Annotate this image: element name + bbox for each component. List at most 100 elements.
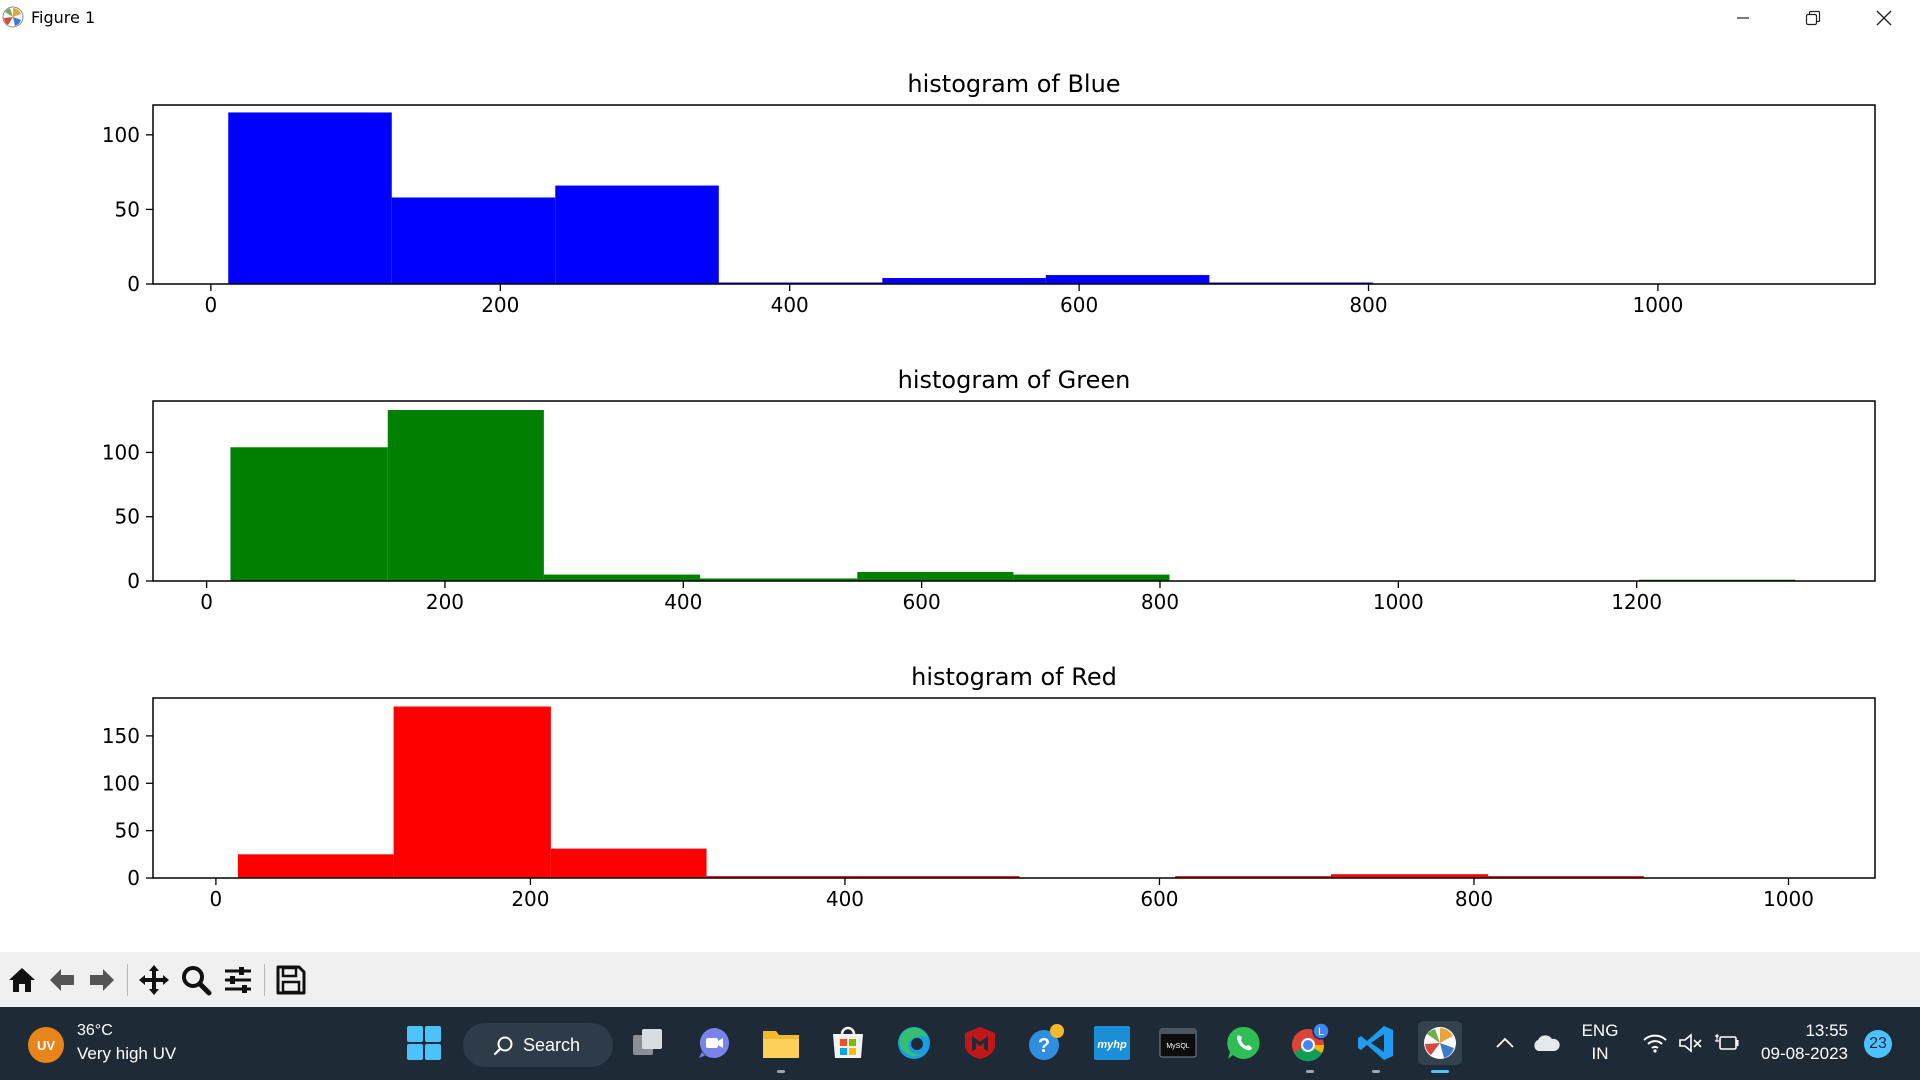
svg-text:?: ? (1038, 1035, 1050, 1057)
task-view-icon (633, 1029, 662, 1055)
taskbar-edge[interactable] (892, 1021, 936, 1065)
teams-chat-icon (699, 1028, 729, 1058)
mysql-label: MySQL (1166, 1043, 1189, 1050)
axes-frame (152, 400, 1876, 582)
toolbar-separator (127, 964, 128, 996)
taskbar-chrome[interactable]: L (1288, 1021, 1332, 1073)
toolbar-separator (264, 964, 265, 996)
histogram-bar (1175, 876, 1331, 878)
x-tick-label: 400 (826, 887, 864, 911)
notification-count-badge[interactable]: 23 (1864, 1030, 1892, 1058)
taskbar-microsoft-store[interactable] (826, 1021, 870, 1065)
file-explorer-icon (763, 1031, 799, 1058)
x-tick-label: 1200 (1611, 590, 1662, 614)
y-tick-label: 50 (115, 819, 140, 843)
minimize-button[interactable] (1708, 0, 1778, 36)
search-icon (493, 1036, 513, 1056)
language-indicator-top[interactable]: ENG (1581, 1021, 1619, 1040)
histogram-bar (393, 706, 551, 878)
windows-taskbar: UV 36°C Very high UV Search (0, 1007, 1920, 1080)
x-tick-label: 1000 (1373, 590, 1424, 614)
configure-subplots-button[interactable] (220, 962, 256, 998)
histogram-bar (699, 578, 858, 581)
x-tick-label: 200 (426, 590, 464, 614)
save-button[interactable] (273, 962, 309, 998)
pan-button[interactable] (136, 962, 172, 998)
chart-title: histogram of Green (898, 366, 1131, 394)
matplotlib-figure-icon (1424, 1027, 1456, 1059)
taskbar-task-view[interactable] (626, 1021, 670, 1065)
histogram-bar (228, 112, 392, 284)
wifi-tray[interactable] (1638, 1021, 1672, 1065)
pan-move-icon (139, 965, 169, 995)
figure-canvas[interactable]: histogram of Blue 0 200 400 600 800 1000 0 50 100… (0, 36, 1920, 952)
forward-button[interactable] (84, 962, 120, 998)
y-tick-label: 100 (102, 440, 140, 464)
restore-button[interactable] (1778, 0, 1848, 36)
taskbar-teams-chat[interactable] (692, 1021, 736, 1065)
taskbar-search-box[interactable]: Search (463, 1023, 613, 1067)
y-tick-label: 0 (127, 866, 140, 890)
histogram-bar (862, 876, 1020, 878)
clock-date[interactable]: 09-08-2023 (1761, 1044, 1848, 1063)
x-tick-label: 1000 (1632, 293, 1683, 317)
x-tick-label: 0 (200, 590, 213, 614)
back-arrow-icon (50, 969, 74, 991)
navigation-toolbar (0, 952, 1920, 1007)
whatsapp-icon (1227, 1026, 1260, 1059)
x-tick-label: 600 (903, 590, 941, 614)
active-indicator (1431, 1070, 1449, 1073)
mysql-icon: MySQL (1159, 1028, 1197, 1058)
home-button[interactable] (4, 962, 40, 998)
histogram-bar (882, 278, 1046, 284)
back-button[interactable] (44, 962, 80, 998)
myhp-icon: myhp (1094, 1026, 1130, 1060)
close-button[interactable] (1849, 0, 1919, 36)
x-tick-label: 1000 (1763, 887, 1814, 911)
histogram-bar (550, 848, 707, 878)
close-icon (1876, 10, 1892, 26)
battery-tray[interactable] (1710, 1021, 1744, 1065)
save-floppy-icon (276, 965, 306, 995)
search-label: Search (523, 1035, 581, 1055)
uv-badge: UV (28, 1027, 64, 1063)
volume-tray[interactable] (1674, 1021, 1708, 1065)
forward-arrow-icon (90, 969, 114, 991)
home-icon (9, 968, 35, 992)
onedrive-tray[interactable] (1526, 1021, 1566, 1065)
y-tick-label: 50 (115, 197, 140, 221)
onedrive-cloud-icon (1534, 1035, 1560, 1051)
show-hidden-icons-button[interactable] (1490, 1021, 1520, 1065)
histogram-bar (1488, 876, 1644, 878)
histogram-bar (387, 410, 544, 581)
help-icon: ? (1029, 1024, 1064, 1060)
window-title: Figure 1 (31, 8, 96, 27)
zoom-button[interactable] (178, 962, 214, 998)
histogram-bar (857, 572, 1014, 581)
taskbar-mysql[interactable]: MySQL (1156, 1021, 1200, 1065)
chart-title: histogram of Red (911, 663, 1117, 691)
language-indicator-bottom[interactable]: IN (1591, 1044, 1609, 1063)
taskbar-whatsapp[interactable] (1222, 1021, 1266, 1065)
taskbar-get-help[interactable]: ? (1024, 1021, 1068, 1065)
volume-muted-icon (1679, 1033, 1702, 1053)
taskbar-mcafee[interactable] (958, 1021, 1002, 1065)
temperature-text: 36°C (77, 1022, 113, 1039)
restore-icon (1805, 10, 1821, 26)
taskbar-vscode[interactable] (1354, 1021, 1398, 1073)
x-tick-label: 200 (481, 293, 519, 317)
taskbar-myhp[interactable]: myhp (1090, 1021, 1134, 1065)
start-button[interactable] (402, 1021, 446, 1065)
y-tick-label: 0 (127, 272, 140, 296)
x-tick-label: 400 (664, 590, 702, 614)
taskbar-file-explorer[interactable] (759, 1021, 803, 1073)
y-tick-label: 100 (102, 123, 140, 147)
x-tick-label: 0 (210, 887, 223, 911)
x-tick-label: 600 (1140, 887, 1178, 911)
x-tick-label: 0 (205, 293, 218, 317)
clock-time[interactable]: 13:55 (1805, 1021, 1848, 1040)
chart-title: histogram of Blue (907, 70, 1120, 98)
histogram-bar (1330, 874, 1489, 878)
taskbar-matplotlib-figure[interactable] (1418, 1021, 1462, 1073)
x-tick-label: 600 (1060, 293, 1098, 317)
